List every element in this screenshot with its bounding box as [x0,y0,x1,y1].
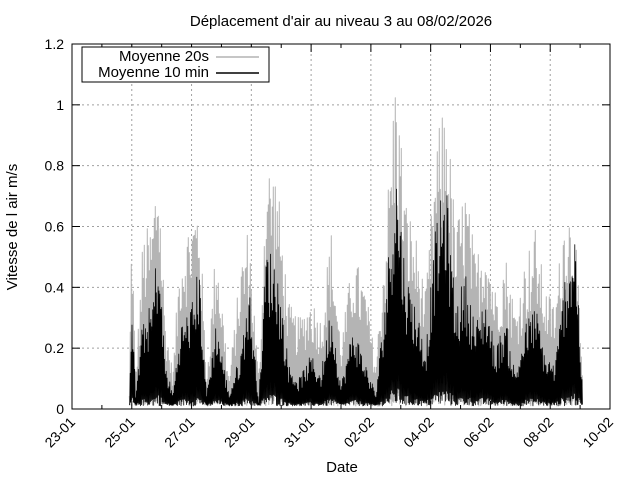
y-tick-label: 0 [56,401,64,417]
series-layer [128,97,583,407]
y-axis-label: Vitesse de l air m/s [4,164,21,290]
chart-title: Déplacement d'air au niveau 3 au 08/02/2… [190,13,492,30]
y-tick-label: 1 [56,97,64,113]
legend-label-10min: Moyenne 10 min [98,64,209,81]
axis-ticks [71,43,611,410]
x-axis-label: Date [326,459,358,476]
series-line-1 [128,188,583,407]
y-tick-label: 0.8 [45,158,65,174]
legend-label-20s: Moyenne 20s [119,48,209,65]
legend: Moyenne 20s Moyenne 10 min [81,46,270,83]
y-tick-label: 0.4 [45,279,65,295]
y-tick-labels: 0 0.2 0.4 0.6 0.8 1 1.2 [45,36,65,417]
y-tick-label: 1.2 [45,36,65,52]
y-tick-label: 0.2 [45,340,65,356]
legend-box [81,46,270,83]
grid-lines [72,44,610,409]
y-tick-label: 0.6 [45,219,65,235]
